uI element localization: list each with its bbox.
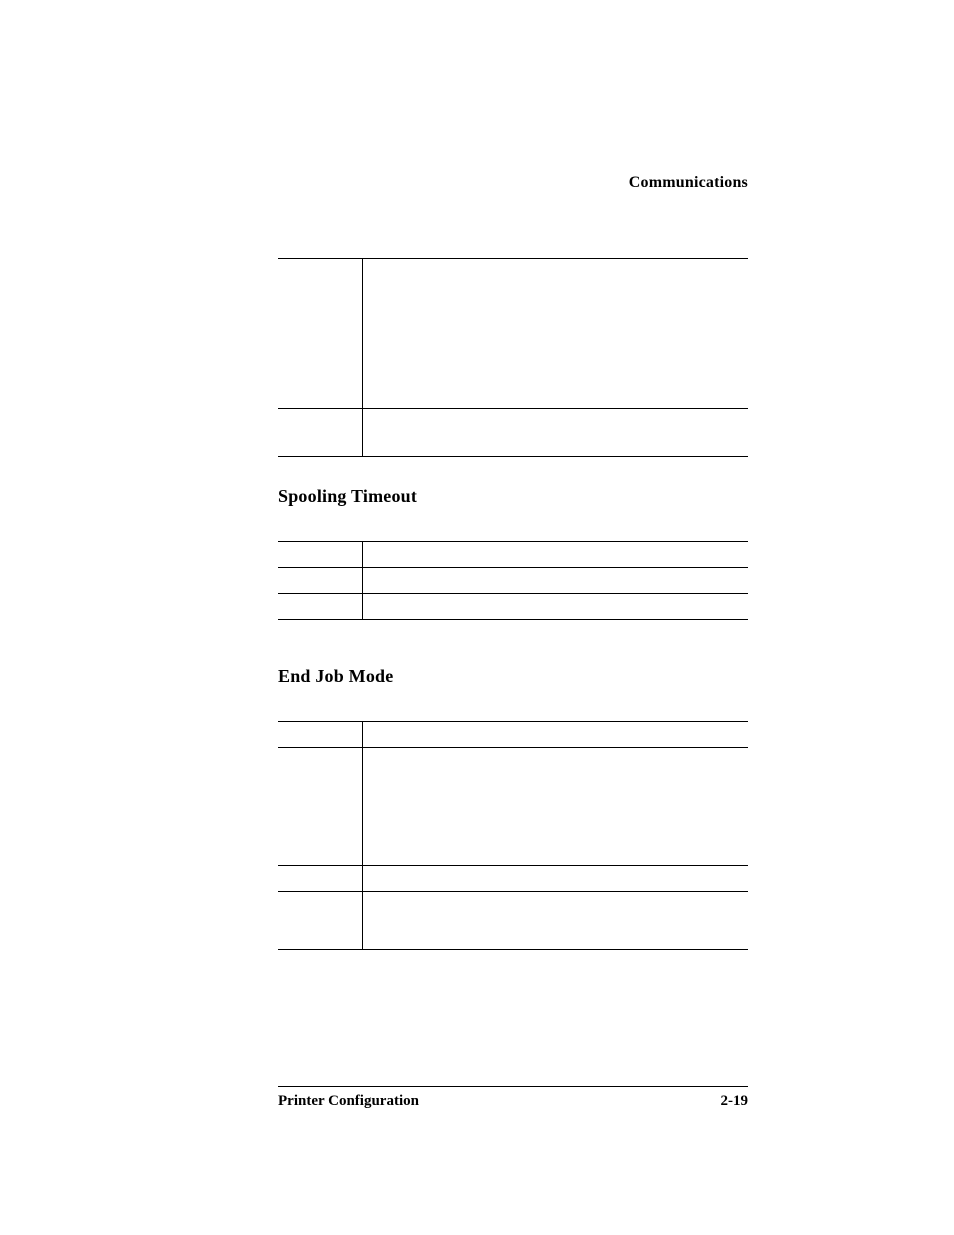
- cell: [362, 259, 748, 409]
- table-row: [278, 259, 748, 409]
- page-footer: Printer Configuration 2-19: [278, 1034, 748, 1110]
- cell: [362, 568, 748, 594]
- table-row: [278, 866, 748, 892]
- cell: [362, 542, 748, 568]
- table-3: [278, 721, 748, 950]
- section-3: End Job Mode: [278, 642, 748, 950]
- cell: [278, 594, 362, 620]
- table-row: [278, 748, 748, 866]
- table-row: [278, 892, 748, 950]
- cell: [278, 748, 362, 866]
- table-row: [278, 722, 748, 748]
- cell: [278, 866, 362, 892]
- table-row: [278, 568, 748, 594]
- section-heading-spooling-timeout: Spooling Timeout: [278, 486, 748, 507]
- running-head: Communications: [278, 174, 748, 192]
- cell: [362, 748, 748, 866]
- cell: [278, 259, 362, 409]
- section-1: [278, 258, 748, 457]
- cell: [362, 892, 748, 950]
- table-row: [278, 542, 748, 568]
- cell: [362, 409, 748, 457]
- table-2: [278, 541, 748, 620]
- cell: [278, 409, 362, 457]
- cell: [362, 722, 748, 748]
- section-heading-end-job-mode: End Job Mode: [278, 666, 748, 687]
- cell: [278, 542, 362, 568]
- footer-left: Printer Configuration: [278, 1093, 419, 1110]
- table-1: [278, 258, 748, 457]
- section-2: Spooling Timeout: [278, 462, 748, 620]
- cell: [278, 722, 362, 748]
- cell: [278, 568, 362, 594]
- cell: [362, 866, 748, 892]
- table-row: [278, 594, 748, 620]
- footer-page-number: 2-19: [721, 1093, 749, 1110]
- cell: [278, 892, 362, 950]
- cell: [362, 594, 748, 620]
- table-row: [278, 409, 748, 457]
